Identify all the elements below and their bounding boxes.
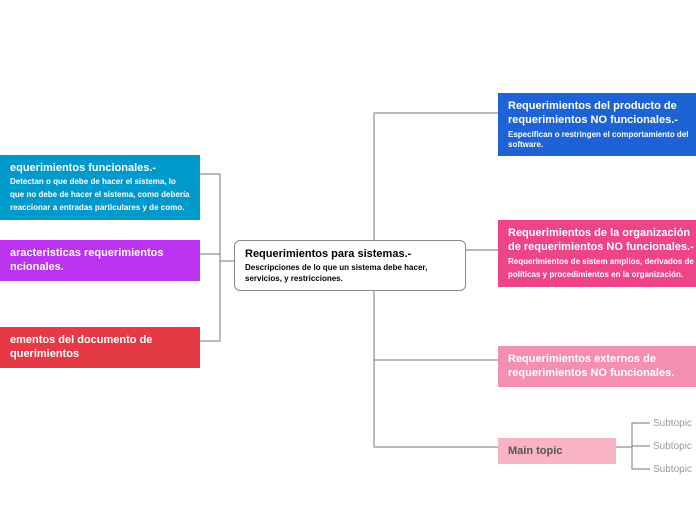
center-node[interactable]: Requerimientos para sistemas.- Descripci… — [234, 240, 466, 291]
node-prod-body: Especifican o restringen el comportamien… — [508, 130, 696, 151]
subtopic-0[interactable]: Subtopic — [653, 418, 692, 429]
node-ext[interactable]: Requerimientos externos de requerimiento… — [498, 346, 696, 387]
node-func-title: equerimientos funcionales.- — [10, 162, 156, 174]
node-org[interactable]: Requerimientos de la organización de req… — [498, 220, 696, 287]
node-caract[interactable]: aracteristicas requerimientos ncionales. — [0, 240, 200, 281]
node-org-title: Requerimientos de la organización de req… — [508, 227, 694, 253]
mindmap-canvas: Requerimientos para sistemas.- Descripci… — [0, 0, 696, 520]
node-maintopic-title: Main topic — [508, 445, 562, 457]
node-func-body: Detectan o que debe de hacer el sistema,… — [10, 177, 190, 212]
center-title: Requerimientos para sistemas.- — [245, 247, 455, 261]
node-ext-title: Requerimientos externos de requerimiento… — [508, 353, 674, 379]
subtopic-2[interactable]: Subtopic — [653, 464, 692, 475]
node-prod[interactable]: Requerimientos del producto de requerimi… — [498, 93, 696, 156]
node-caract-title: aracteristicas requerimientos ncionales. — [10, 247, 163, 273]
node-func[interactable]: equerimientos funcionales.- Detectan o q… — [0, 155, 200, 220]
node-org-body: Requerimientos de sistem amplios, deriva… — [508, 257, 694, 279]
node-elem[interactable]: ementos del documento de querimientos — [0, 327, 200, 368]
center-body: Descripciones de lo que un sistema debe … — [245, 263, 455, 284]
subtopic-1[interactable]: Subtopic — [653, 441, 692, 452]
node-prod-title: Requerimientos del producto de requerimi… — [508, 100, 678, 126]
node-maintopic[interactable]: Main topic — [498, 438, 616, 464]
node-elem-title: ementos del documento de querimientos — [10, 334, 152, 360]
